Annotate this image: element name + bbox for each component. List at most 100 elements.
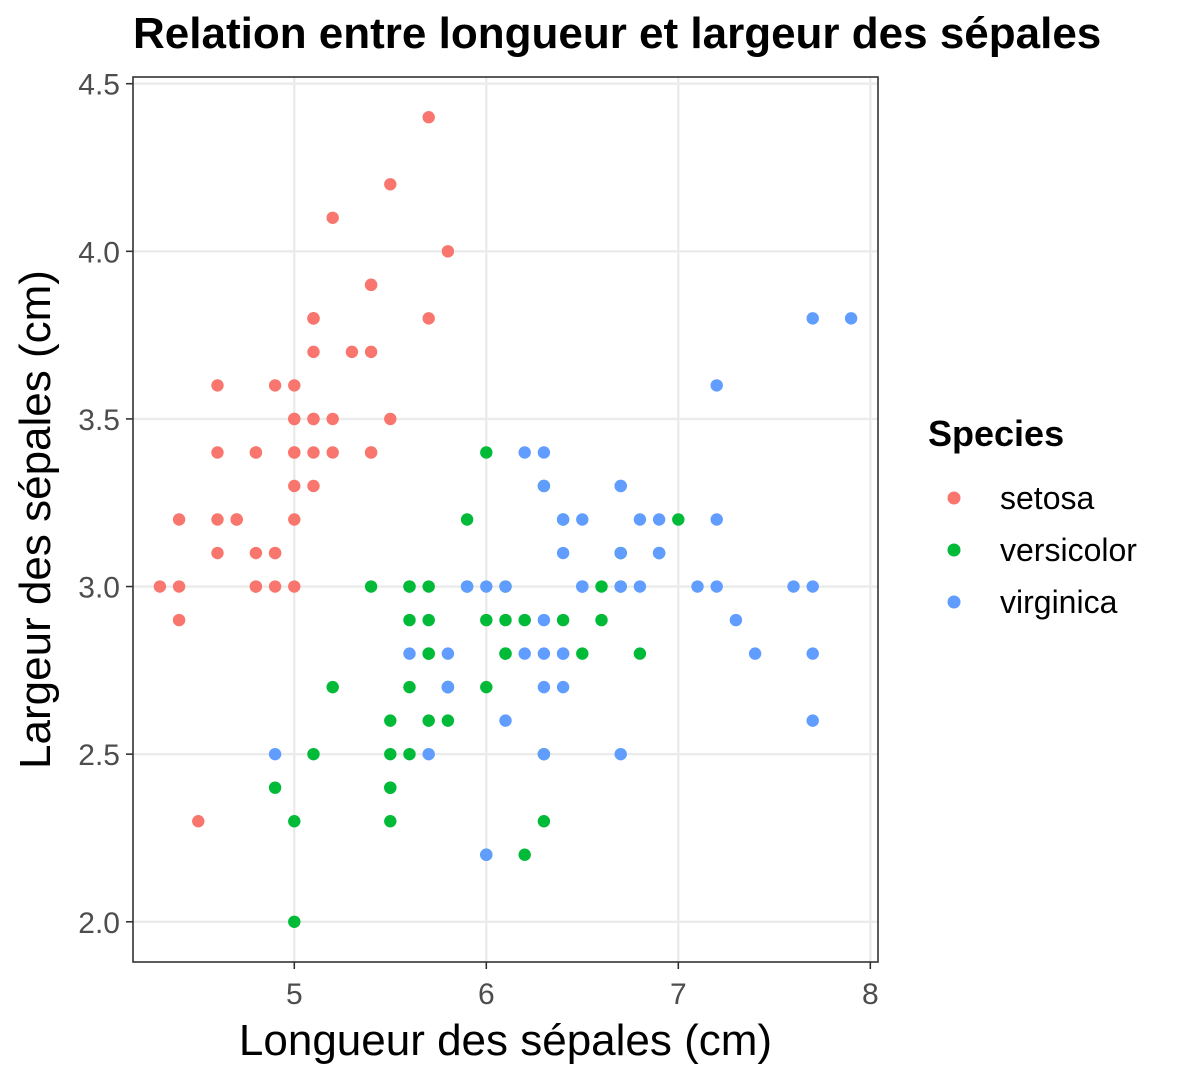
data-point-versicolor [403,580,416,593]
data-point-setosa [288,379,301,392]
data-point-virginica [556,647,570,660]
data-point-versicolor [556,613,570,627]
data-point-virginica [748,647,762,660]
data-point-versicolor [422,613,435,627]
data-point-virginica [787,580,800,593]
data-point-setosa [364,345,378,359]
data-point-setosa [211,546,224,560]
data-point-setosa [268,546,282,560]
data-point-setosa [307,312,320,325]
data-point-virginica [556,513,570,526]
data-point-versicolor [268,781,282,794]
y-tick-label: 2.0 [78,907,120,940]
y-tick-label: 3.5 [78,404,120,437]
data-point-versicolor [403,613,416,627]
data-point-setosa [211,446,224,459]
data-point-setosa [153,580,167,593]
data-point-setosa [268,379,282,392]
data-point-virginica [710,379,723,392]
data-point-setosa [172,613,186,627]
plot-panel-border [132,76,879,963]
legend: Species setosa versicolor virginica [928,413,1137,620]
data-point-virginica [518,446,531,459]
data-point-versicolor [518,613,531,627]
data-point-virginica [710,580,723,593]
data-point-versicolor [633,647,647,660]
data-point-setosa [422,111,435,124]
data-point-versicolor [403,747,416,761]
data-point-virginica [422,747,435,761]
data-point-versicolor [384,781,397,794]
data-point-virginica [460,580,474,593]
data-point-virginica [710,513,723,526]
data-point-versicolor [288,915,301,928]
data-point-setosa [211,513,224,526]
data-point-virginica [441,647,455,660]
y-axis: 2.0 2.5 3.0 3.5 4.0 4.5 [78,69,133,940]
data-point-setosa [326,446,339,459]
data-point-setosa [249,546,263,560]
data-point-versicolor [499,647,512,660]
data-point-virginica [537,680,551,694]
data-point-setosa [307,345,320,359]
data-point-setosa [211,379,224,392]
data-point-versicolor [422,647,435,660]
legend-key-setosa [947,491,961,505]
data-point-virginica [652,546,666,560]
data-point-virginica [729,613,743,627]
grid-lines [133,77,878,962]
data-point-setosa [288,580,301,593]
data-point-virginica [441,680,455,694]
data-point-setosa [192,815,205,828]
data-point-virginica [576,580,589,593]
data-point-setosa [345,345,359,359]
data-point-versicolor [576,647,589,660]
data-point-setosa [326,211,339,224]
legend-key-virginica [947,595,961,609]
legend-key-versicolor [947,543,961,557]
data-point-versicolor [460,513,474,526]
data-point-virginica [806,647,819,660]
data-point-virginica [614,580,627,593]
data-point-setosa [422,312,435,325]
data-point-setosa [307,479,320,493]
legend-title: Species [928,413,1064,454]
data-point-setosa [307,412,320,426]
legend-label-virginica: virginica [1000,584,1118,620]
data-point-setosa [172,513,186,526]
data-point-setosa [172,580,186,593]
data-point-virginica [556,680,570,694]
data-point-setosa [249,446,263,459]
data-point-virginica [480,580,493,593]
data-point-versicolor [518,848,531,861]
data-point-virginica [499,580,512,593]
data-point-virginica [480,848,493,861]
data-point-versicolor [595,580,608,593]
data-point-setosa [307,446,320,459]
data-point-setosa [441,245,455,258]
data-point-setosa [268,580,282,593]
data-point-virginica [576,513,589,526]
data-point-virginica [633,513,647,526]
data-point-setosa [384,178,397,191]
x-tick-label: 8 [862,978,879,1011]
data-point-setosa [384,412,397,426]
data-point-setosa [249,580,263,593]
x-tick-label: 6 [478,978,495,1011]
data-point-setosa [288,513,301,526]
data-point-virginica [537,747,551,761]
data-point-versicolor [364,580,378,593]
legend-label-versicolor: versicolor [1000,532,1137,568]
data-point-setosa [364,446,378,459]
data-point-versicolor [441,714,455,727]
data-point-versicolor [384,714,397,727]
data-point-versicolor [288,815,301,828]
data-point-virginica [806,580,819,593]
data-point-versicolor [403,680,416,694]
y-tick-label: 4.0 [78,236,120,269]
y-axis-title: Largeur des sépales (cm) [11,270,60,769]
data-point-virginica [614,546,627,560]
x-axis-title: Longueur des sépales (cm) [239,1016,772,1065]
